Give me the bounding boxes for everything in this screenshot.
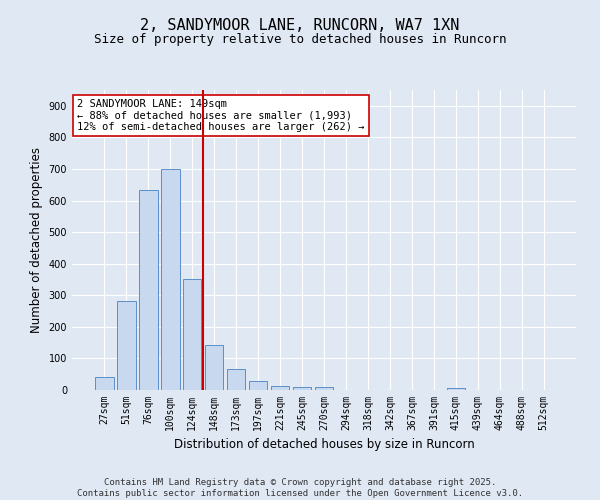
Bar bbox=[117, 300, 136, 390]
Bar bbox=[95, 376, 113, 390]
Bar bbox=[227, 370, 245, 390]
Text: Contains HM Land Registry data © Crown copyright and database right 2025.
Contai: Contains HM Land Registry data © Crown c… bbox=[77, 478, 523, 498]
Bar bbox=[293, 386, 311, 390]
Bar bbox=[249, 381, 268, 390]
Bar bbox=[161, 169, 179, 390]
Bar bbox=[314, 386, 334, 390]
Y-axis label: Number of detached properties: Number of detached properties bbox=[30, 147, 43, 333]
Bar bbox=[271, 386, 289, 390]
Bar bbox=[139, 190, 158, 390]
Text: Size of property relative to detached houses in Runcorn: Size of property relative to detached ho… bbox=[94, 32, 506, 46]
Text: 2 SANDYMOOR LANE: 149sqm
← 88% of detached houses are smaller (1,993)
12% of sem: 2 SANDYMOOR LANE: 149sqm ← 88% of detach… bbox=[77, 99, 365, 132]
Bar bbox=[446, 388, 465, 390]
Bar bbox=[183, 279, 202, 390]
Text: 2, SANDYMOOR LANE, RUNCORN, WA7 1XN: 2, SANDYMOOR LANE, RUNCORN, WA7 1XN bbox=[140, 18, 460, 32]
Bar bbox=[205, 345, 223, 390]
X-axis label: Distribution of detached houses by size in Runcorn: Distribution of detached houses by size … bbox=[173, 438, 475, 452]
